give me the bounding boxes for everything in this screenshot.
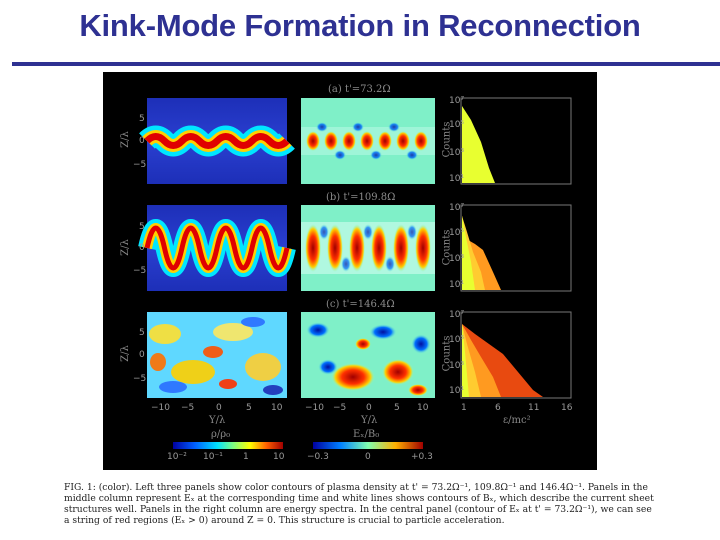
spectrum-x-tick: 1	[461, 403, 467, 413]
figure-graphic	[138, 97, 572, 449]
y-axis-label-c: Z/λ	[119, 345, 131, 362]
x-tick: −5	[333, 403, 347, 413]
y-tick: 5	[139, 222, 145, 232]
row-label-a: (a) t'=73.2Ω	[328, 84, 391, 95]
spectrum-y-tick: 10⁵	[449, 335, 465, 345]
x-tick: −10	[305, 403, 324, 413]
x-tick: 10	[417, 403, 429, 413]
y-tick: 0	[139, 243, 145, 253]
x-tick: 0	[366, 403, 372, 413]
y-tick: −5	[133, 160, 147, 170]
spectrum-y-tick: 10⁷	[449, 203, 465, 213]
y-tick: −5	[133, 266, 147, 276]
spectrum-y-tick: 10³	[449, 361, 465, 371]
y-tick: 5	[139, 328, 145, 338]
colorbar-left-tick: 10	[273, 452, 285, 462]
row-label-c: (c) t'=146.4Ω	[326, 299, 395, 310]
spectrum-y-tick: 10¹	[449, 280, 465, 290]
spectrum-y-tick: 10¹	[449, 386, 465, 396]
colorbar-left-tick: 10⁻¹	[203, 452, 223, 462]
x-tick: 10	[271, 403, 283, 413]
colorbar-left-tick: 1	[243, 452, 249, 462]
spectrum-y-tick: 10³	[449, 254, 465, 264]
x-axis-label-mid: Y/λ	[361, 415, 378, 426]
title-underline	[12, 62, 720, 66]
spectrum-y-tick: 10¹	[449, 174, 465, 184]
x-tick: 5	[246, 403, 252, 413]
colorbar-left-label: ρ/ρ₀	[211, 429, 231, 440]
colorbar-mid-tick: 0	[365, 452, 371, 462]
y-tick: −5	[133, 374, 147, 384]
spectrum-x-axis-label: ε/mc²	[503, 415, 531, 426]
x-tick: 0	[216, 403, 222, 413]
figure-caption: FIG. 1: (color). Left three panels show …	[64, 482, 654, 526]
spectrum-y-tick: 10³	[449, 148, 465, 158]
slide-title: Kink-Mode Formation in Reconnection	[79, 8, 641, 43]
colorbar-mid-label: Eₓ/B₀	[353, 429, 380, 440]
y-axis-label-a: Z/λ	[119, 131, 131, 148]
y-axis-label-b: Z/λ	[119, 239, 131, 256]
x-tick: 5	[394, 403, 400, 413]
x-tick: −5	[181, 403, 195, 413]
spectrum-x-tick: 11	[528, 403, 540, 413]
spectrum-y-tick: 10⁵	[449, 120, 465, 130]
spectrum-y-tick: 10⁷	[449, 96, 465, 106]
spectrum-x-tick: 16	[561, 403, 573, 413]
colorbar-mid-tick: +0.3	[411, 452, 433, 462]
figure: (a) t'=73.2Ω (b) t'=109.8Ω (c) t'=146.4Ω…	[103, 72, 597, 470]
x-tick: −10	[151, 403, 170, 413]
colorbar-mid-tick: −0.3	[307, 452, 329, 462]
x-axis-label-left: Y/λ	[209, 415, 226, 426]
y-tick: 0	[139, 136, 145, 146]
row-label-b: (b) t'=109.8Ω	[326, 192, 396, 203]
colorbar-left-tick: 10⁻²	[167, 452, 187, 462]
y-tick: 5	[139, 114, 145, 124]
spectrum-y-tick: 10⁷	[449, 310, 465, 320]
spectrum-y-tick: 10⁵	[449, 228, 465, 238]
y-tick: 0	[139, 350, 145, 360]
spectrum-x-tick: 6	[495, 403, 501, 413]
